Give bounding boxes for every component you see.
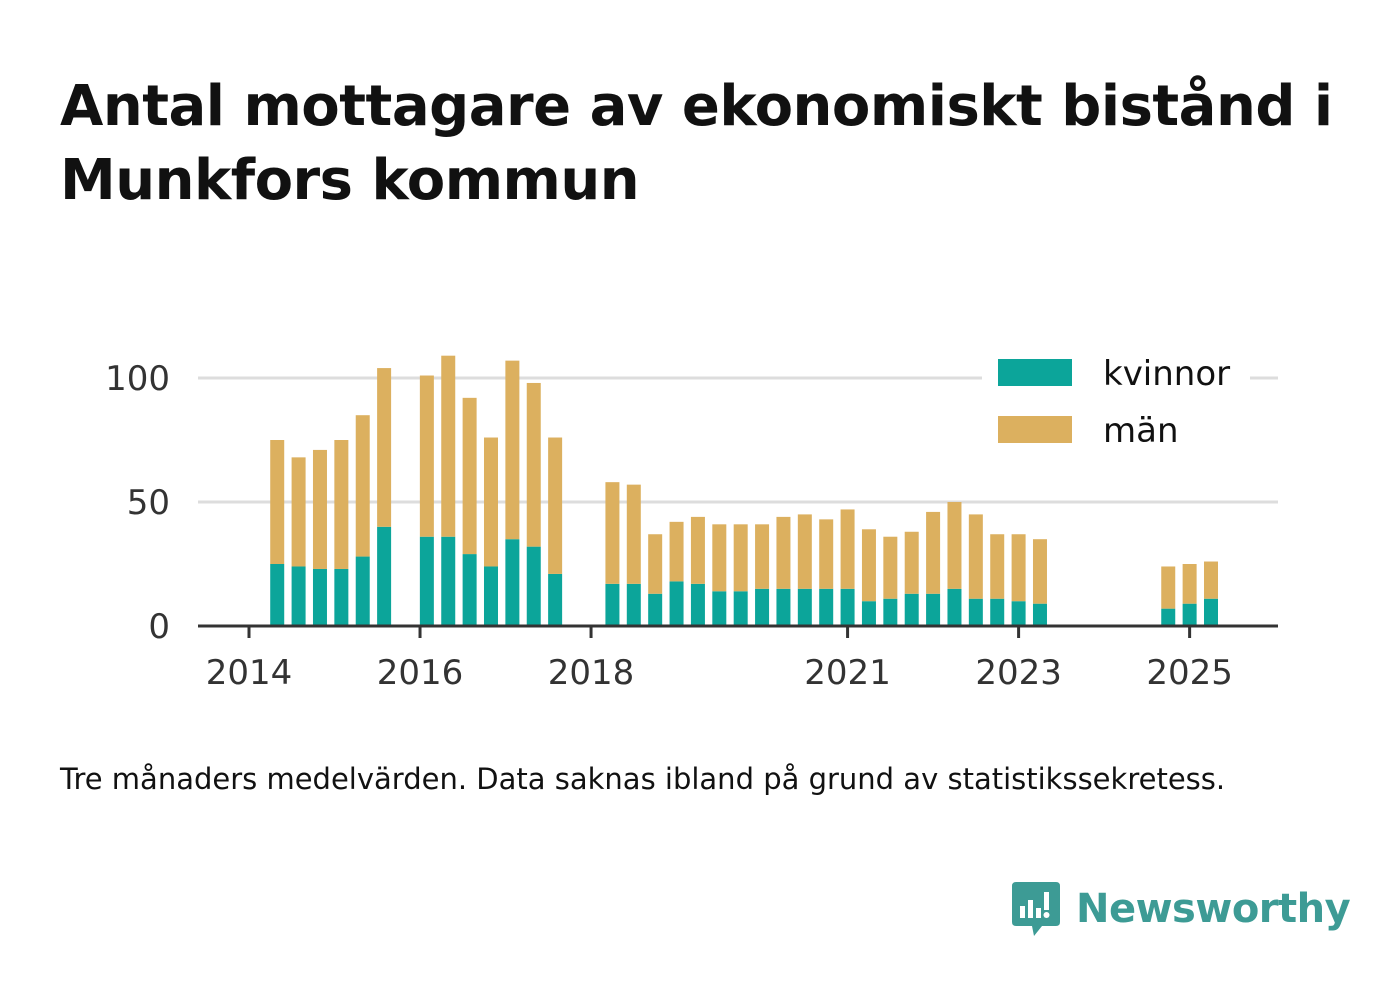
bar-kvinnor [1182, 603, 1197, 626]
x-tick-label: 2023 [975, 653, 1062, 693]
bar-kvinnor [626, 583, 641, 626]
bar-man [904, 531, 919, 594]
bar-kvinnor [462, 554, 477, 626]
legend-swatch [998, 359, 1072, 386]
bar-kvinnor [605, 583, 620, 626]
legend-label: män [1103, 411, 1179, 451]
bar-kvinnor [334, 568, 349, 626]
bar-kvinnor [755, 588, 770, 626]
legend: kvinnor män [982, 346, 1250, 458]
bar-kvinnor [669, 581, 684, 626]
bar-kvinnor [819, 588, 834, 626]
bar-man [690, 516, 705, 584]
stacked-bar-chart: 0 50 100 2014 2016 2018 2021 2023 2025 kvinnor mä… [105, 346, 1278, 693]
bar-man [462, 397, 477, 555]
bar-kvinnor [1204, 598, 1218, 626]
bar-kvinnor [840, 588, 855, 626]
bar-kvinnor [1161, 608, 1176, 626]
bar-kvinnor [419, 536, 434, 626]
x-tick-label: 2016 [377, 653, 464, 693]
bar-man [840, 509, 855, 589]
x-tick-label: 2014 [206, 653, 293, 693]
bar-kvinnor [990, 598, 1005, 626]
bar-man [669, 521, 684, 582]
bar-kvinnor [291, 566, 306, 626]
bar-kvinnor [926, 593, 941, 626]
bar-man [355, 415, 370, 557]
bar-kvinnor [690, 583, 705, 626]
bar-kvinnor [483, 566, 498, 626]
bar-kvinnor [733, 591, 748, 626]
bar-man [1032, 539, 1047, 604]
bar-man [883, 536, 898, 599]
bar-man [441, 355, 456, 537]
bar-man [648, 534, 663, 594]
y-tick-label: 100 [105, 359, 170, 399]
chart-title: Antal mottagare av ekonomiskt bistånd i … [60, 74, 1333, 213]
bar-man [819, 519, 834, 589]
bar-man [419, 375, 434, 537]
bar-kvinnor [526, 546, 541, 626]
bar-kvinnor [712, 591, 727, 626]
bar-kvinnor [883, 598, 898, 626]
bar-man [334, 440, 349, 569]
bar-kvinnor [776, 588, 791, 626]
bar-kvinnor [441, 536, 456, 626]
bar-man [1011, 534, 1026, 602]
bar-kvinnor [1011, 601, 1026, 626]
bar-man [712, 524, 727, 592]
bar-man [548, 437, 563, 574]
bar-man [797, 514, 812, 589]
bar-kvinnor [548, 573, 563, 626]
bar-man [1161, 566, 1176, 609]
bars [270, 355, 1218, 626]
x-tick-label: 2018 [548, 653, 635, 693]
legend-label: kvinnor [1103, 354, 1230, 394]
axes: 0 50 100 2014 2016 2018 2021 2023 2025 [105, 359, 1278, 693]
bar-man [270, 440, 285, 564]
bar-man [990, 534, 1005, 599]
bar-kvinnor [968, 598, 983, 626]
newsworthy-logo-icon [1012, 882, 1060, 936]
bar-man [377, 368, 392, 527]
bar-kvinnor [797, 588, 812, 626]
bar-kvinnor [1032, 603, 1047, 626]
bar-man [605, 482, 620, 584]
x-tick-label: 2025 [1146, 653, 1233, 693]
brand-name: Newsworthy [1076, 886, 1351, 932]
bar-man [1182, 564, 1197, 604]
bar-man [483, 437, 498, 567]
bar-man [755, 524, 770, 589]
y-tick-label: 50 [127, 483, 170, 523]
bar-man [861, 529, 876, 602]
bar-man [526, 382, 541, 547]
bar-kvinnor [861, 601, 876, 626]
bar-man [926, 511, 941, 594]
legend-swatch [998, 416, 1072, 443]
bar-man [626, 484, 641, 584]
bar-kvinnor [355, 556, 370, 626]
bar-kvinnor [904, 593, 919, 626]
bar-man [312, 449, 327, 569]
bar-man [776, 516, 791, 589]
bar-kvinnor [505, 539, 520, 626]
bar-kvinnor [377, 526, 392, 626]
bar-kvinnor [312, 568, 327, 626]
bar-man [968, 514, 983, 599]
bar-man [291, 457, 306, 567]
bar-man [947, 502, 962, 589]
chart-caption: Tre månaders medelvärden. Data saknas ib… [60, 762, 1226, 796]
x-tick-label: 2021 [804, 653, 891, 693]
bar-kvinnor [270, 564, 285, 626]
bar-man [733, 524, 748, 592]
bar-kvinnor [648, 593, 663, 626]
bar-man [1204, 561, 1218, 599]
bar-kvinnor [947, 588, 962, 626]
newsworthy-logo: Newsworthy [1010, 878, 1351, 940]
bar-man [505, 360, 520, 540]
y-tick-label: 0 [148, 607, 170, 647]
